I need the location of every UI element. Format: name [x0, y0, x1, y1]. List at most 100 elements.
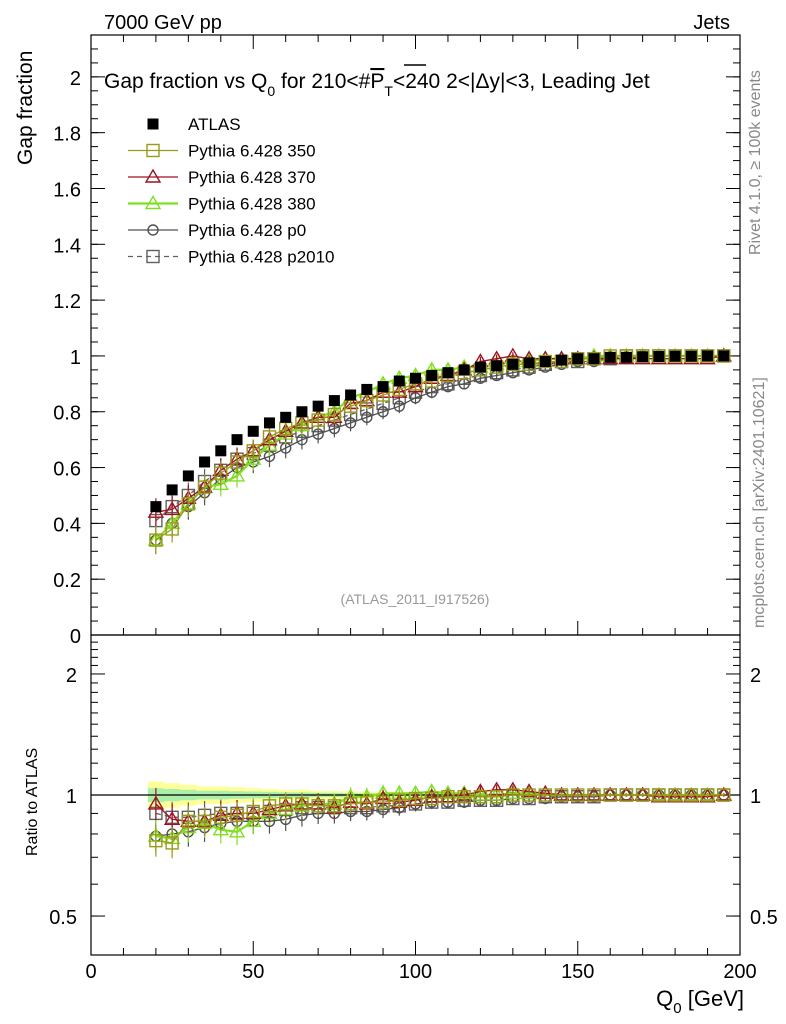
ratio-y-tick-label-right: 2	[750, 665, 761, 687]
main-point-p350	[506, 357, 520, 372]
ratio-point-p380	[212, 821, 230, 836]
main-point-atlas	[150, 501, 162, 513]
rivet-label: Rivet 4.1.0, ≥ 100k events	[747, 70, 764, 255]
main-point-p350	[587, 352, 601, 366]
main-point-atlas	[491, 360, 503, 372]
main-point-atlas	[718, 350, 730, 362]
main-point-p350	[571, 352, 585, 366]
y-tick-label: 1.6	[53, 179, 81, 201]
x-tick-label: 150	[561, 961, 594, 983]
legend-marker-p370	[144, 168, 162, 183]
title-sub-t: T	[384, 83, 393, 99]
ratio-y-tick-label: 0.5	[49, 907, 77, 929]
ratio-point-p380	[245, 812, 262, 828]
ratio-point-p370	[699, 788, 716, 803]
main-point-atlas	[410, 372, 421, 384]
x-axis-label-unit: [GeV]	[682, 986, 744, 1011]
main-line-p0	[155, 355, 724, 541]
main-point-p350	[538, 354, 552, 369]
ratio-y-tick-label-right: 0.5	[750, 907, 778, 929]
ratio-point-p370	[585, 786, 603, 801]
title-part-2: for 210<#	[275, 70, 370, 93]
main-point-atlas	[556, 354, 568, 366]
main-point-p380	[228, 467, 246, 482]
title-pt-letter: P	[370, 70, 384, 93]
ratio-point-p380	[683, 786, 700, 801]
main-point-p350	[197, 480, 212, 494]
ratio-ylabel: Ratio to ATLAS	[24, 748, 41, 856]
legend-label-p350: Pythia 6.428 350	[188, 142, 316, 161]
ratio-point-p350	[181, 814, 196, 829]
ratio-point-p350	[522, 788, 536, 802]
main-point-atlas	[426, 369, 438, 381]
ratio-y-tick-label: 2	[66, 665, 77, 687]
ratio-point-p350	[489, 790, 504, 804]
ratio-point-p350	[538, 788, 552, 802]
x-axis-label-sub: 0	[673, 1000, 681, 1017]
main-panel: 0 0.2 0.4 0.6 0.8 1 1.2 1.4 1.6 1.8 2 Gap fraction…	[14, 34, 741, 648]
ratio-point-p350	[311, 799, 325, 813]
x-axis-tick-labels: 0 50 100 150 200	[85, 961, 756, 983]
legend-marker-p380	[144, 195, 162, 210]
ratio-point-p350	[425, 791, 439, 806]
main-point-atlas	[539, 356, 551, 368]
main-point-atlas	[215, 445, 227, 457]
main-point-atlas	[377, 381, 389, 393]
main-point-atlas	[361, 383, 373, 395]
ratio-y-tick-label-right: 1	[750, 786, 761, 808]
y-tick-label: 0.6	[53, 459, 81, 481]
ratio-point-p350	[473, 790, 488, 804]
ratio-point-p350	[668, 788, 682, 802]
ratio-point-p350	[197, 814, 212, 829]
main-point-atlas	[345, 389, 357, 401]
ratio-point-p370	[569, 786, 586, 801]
y-tick-label: 1.4	[53, 235, 81, 257]
main-point-atlas	[312, 400, 324, 412]
main-axis-ticks: 0 0.2 0.4 0.6 0.8 1 1.2 1.4 1.6 1.8 2	[53, 35, 741, 648]
main-point-atlas	[604, 351, 616, 363]
main-point-atlas	[182, 470, 194, 482]
ratio-point-p350	[587, 788, 601, 802]
ratio-point-p370	[601, 786, 619, 801]
x-tick-label: 100	[399, 961, 432, 983]
main-point-p350	[230, 455, 244, 469]
main-point-p0	[377, 406, 389, 418]
ratio-point-p370	[163, 810, 181, 826]
ratio-point-p380	[228, 823, 246, 838]
main-point-atlas	[458, 364, 470, 376]
y-tick-label: 1.2	[53, 291, 81, 313]
header-right: Jets	[693, 12, 730, 34]
y-tick-label: 0	[70, 626, 81, 648]
main-point-p350	[181, 497, 196, 511]
main-line-p2010	[155, 355, 724, 522]
main-line-p350	[155, 355, 724, 541]
ratio-point-p350	[457, 790, 471, 804]
ratio-point-p350	[619, 788, 634, 802]
legend-label-p370: Pythia 6.428 370	[188, 168, 316, 187]
main-point-atlas	[166, 484, 178, 496]
ratio-point-p380	[650, 786, 668, 801]
ratio-point-p350	[262, 799, 277, 813]
main-point-p350	[684, 349, 699, 363]
x-axis-label: Q0 [GeV]	[656, 986, 744, 1017]
main-ylabel: Gap fraction	[14, 51, 37, 165]
main-point-atlas	[296, 406, 308, 418]
ratio-point-p370	[147, 795, 165, 810]
ratio-panel: 0.5 0.5 1 1 2 2 Ratio to ATLAS	[24, 634, 778, 956]
main-point-atlas	[637, 351, 649, 363]
main-point-p0	[393, 400, 405, 412]
ratio-point-p350	[295, 797, 309, 811]
ratio-point-p350	[441, 790, 455, 804]
ratio-point-p350	[343, 797, 358, 811]
ratio-point-p350	[408, 791, 423, 806]
ratio-point-p370	[553, 786, 570, 801]
x-tick-label: 50	[242, 961, 264, 983]
main-point-atlas	[231, 434, 243, 446]
ratio-point-p380	[666, 786, 684, 801]
ratio-point-p370	[666, 788, 684, 803]
ratio-point-p350	[165, 836, 179, 850]
ratio-point-p350	[246, 804, 260, 819]
ratio-point-p350	[684, 788, 699, 802]
legend-label-p380: Pythia 6.428 380	[188, 195, 316, 214]
ratio-point-p350	[327, 799, 342, 813]
